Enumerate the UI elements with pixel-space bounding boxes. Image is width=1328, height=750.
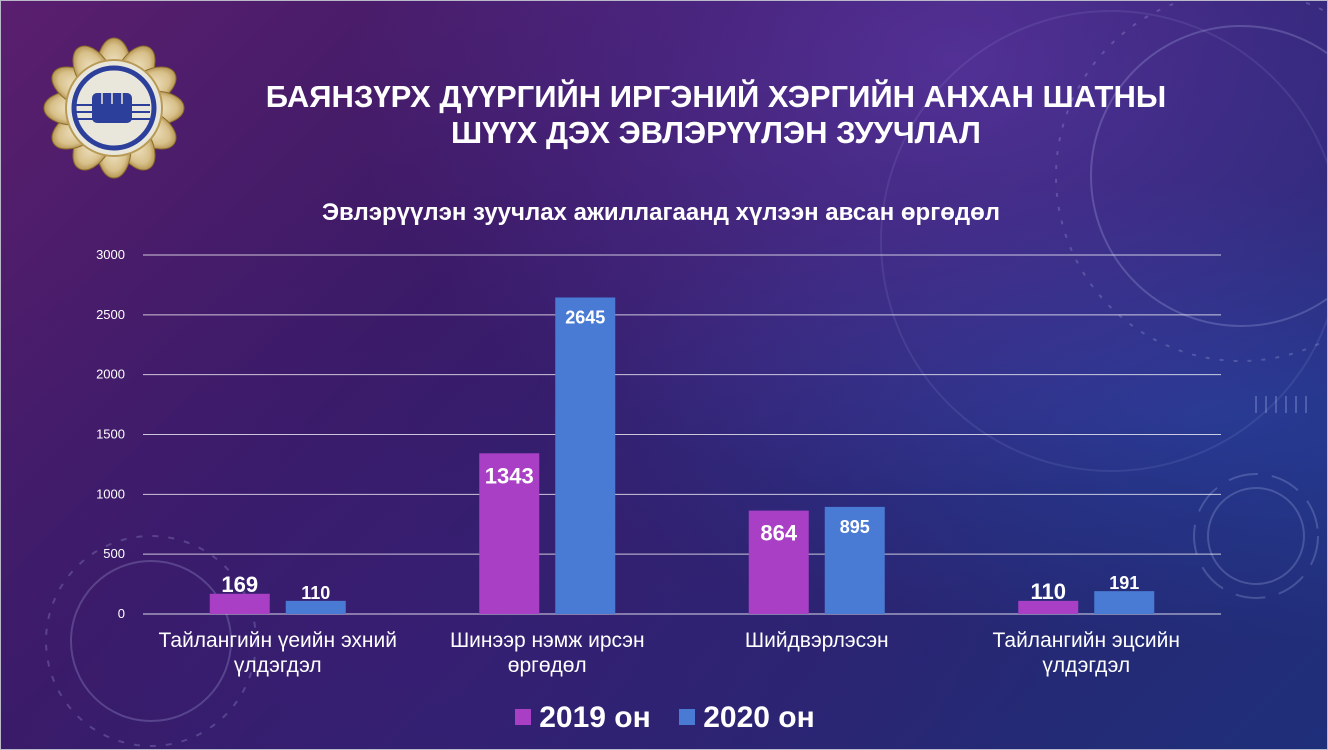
data-label: 864 [760,521,797,546]
bar-2019 [1018,600,1079,614]
data-label: 110 [1031,579,1067,604]
data-label: 1343 [485,463,534,488]
x-category-label: өргөдөл [508,654,587,677]
y-tick-label: 1000 [96,486,125,501]
x-category-label: Тайлангийн үеийн эхний [159,629,398,652]
data-label: 2645 [565,307,605,327]
bar-2019 [748,510,809,614]
y-tick-label: 3000 [96,247,125,262]
x-category-label: үлдэгдэл [1042,654,1130,677]
y-tick-label: 500 [103,546,125,561]
bar-2020 [1094,591,1155,614]
bar-2019 [209,593,270,614]
data-label: 191 [1109,573,1139,593]
slide-title-line-1: БАЯНЗҮРХ ДҮҮРГИЙН ИРГЭНИЙ ХЭРГИЙН АНХАН … [265,79,1167,114]
chart-legend: 2019 он 2020 он [1,701,1327,735]
x-category-label: Шийдвэрлэсэн [745,629,889,652]
y-tick-label: 1500 [96,427,125,442]
legend-label-2019: 2019 он [539,701,651,734]
y-tick-label: 0 [118,606,125,621]
chart-title: Эвлэрүүлэн зуучлах ажиллагаанд хүлээн ав… [321,199,1001,226]
x-category-label: Шинээр нэмж ирсэн [450,629,645,652]
legend-swatch-2019 [515,709,532,725]
legend-item-2020: 2020 он [679,701,815,735]
data-label: 169 [221,572,258,597]
legend-item-2019: 2019 он [515,701,651,735]
bar-2019 [479,453,540,614]
slide-title: БАЯНЗҮРХ ДҮҮРГИЙН ИРГЭНИЙ ХЭРГИЙН АНХАН … [211,79,1221,151]
slide-title-line-2: ШҮҮХ ДЭХ ЭВЛЭРҮҮЛЭН ЗУУЧЛАЛ [451,115,981,150]
bar-2020 [824,506,885,614]
legend-label-2020: 2020 он [703,701,815,734]
legend-swatch-2020 [679,709,696,725]
bar-2020 [285,600,346,614]
x-category-label: үлдэгдэл [234,654,322,677]
court-emblem-logo [43,37,185,179]
bar-2020 [555,297,616,614]
y-tick-label: 2000 [96,367,125,382]
data-label: 110 [301,583,330,603]
data-label: 895 [840,517,870,537]
y-tick-label: 2500 [96,307,125,322]
x-category-label: Тайлангийн эцсийн [993,629,1180,652]
